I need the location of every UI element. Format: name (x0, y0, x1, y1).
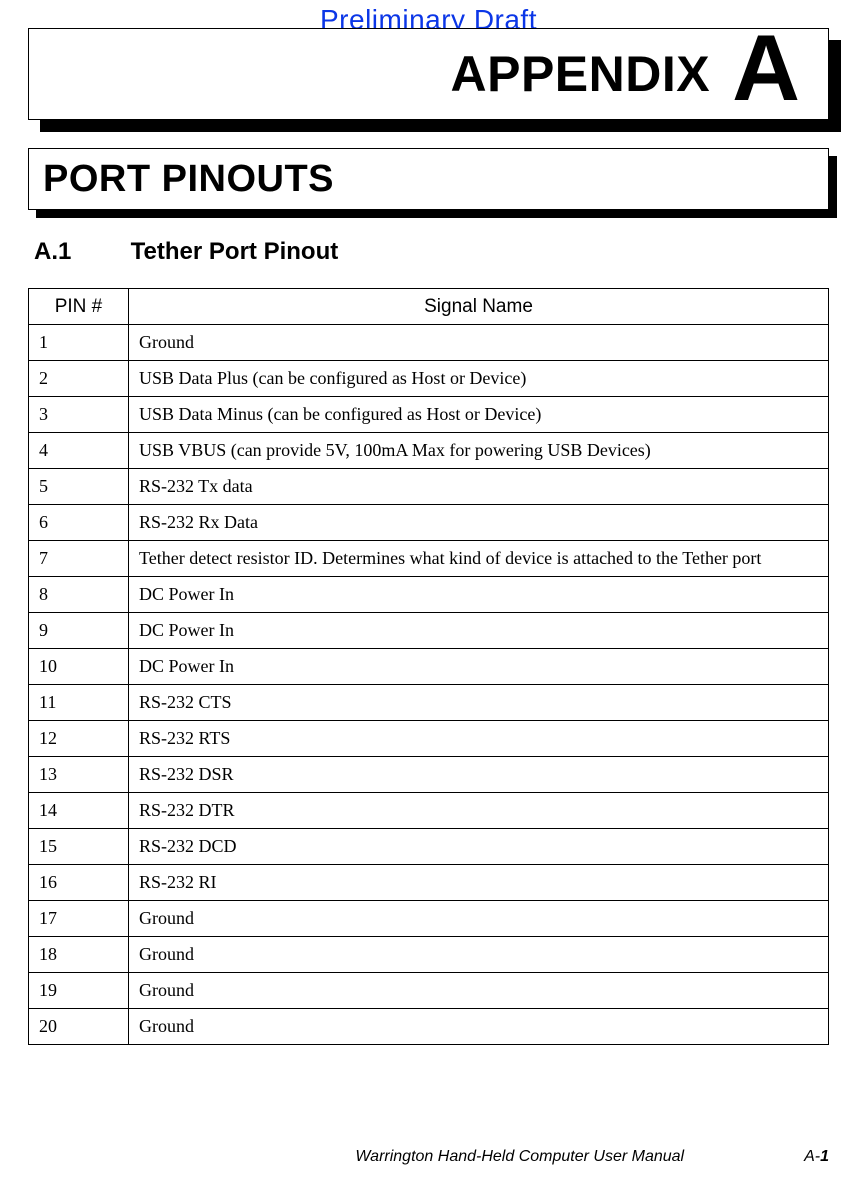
table-cell-pin: 6 (29, 505, 129, 541)
footer-page-prefix: A- (804, 1148, 820, 1165)
table-cell-signal: RS-232 Rx Data (129, 505, 829, 541)
table-cell-signal: RS-232 RTS (129, 721, 829, 757)
table-cell-signal: RS-232 DTR (129, 793, 829, 829)
table-cell-signal: RS-232 CTS (129, 685, 829, 721)
table-row: 3USB Data Minus (can be configured as Ho… (29, 397, 829, 433)
table-row: 16RS-232 RI (29, 865, 829, 901)
table-cell-signal: RS-232 Tx data (129, 469, 829, 505)
table-cell-signal: RS-232 DSR (129, 757, 829, 793)
table-cell-pin: 3 (29, 397, 129, 433)
table-row: 12RS-232 RTS (29, 721, 829, 757)
footer-manual-title: Warrington Hand-Held Computer User Manua… (355, 1148, 684, 1166)
appendix-letter: A (732, 30, 800, 105)
table-cell-signal: USB Data Plus (can be configured as Host… (129, 361, 829, 397)
table-cell-pin: 18 (29, 937, 129, 973)
table-cell-signal: Ground (129, 1009, 829, 1045)
table-cell-signal: USB VBUS (can provide 5V, 100mA Max for … (129, 433, 829, 469)
table-cell-pin: 2 (29, 361, 129, 397)
table-row: 18Ground (29, 937, 829, 973)
table-cell-pin: 20 (29, 1009, 129, 1045)
table-cell-pin: 12 (29, 721, 129, 757)
table-row: 19Ground (29, 973, 829, 1009)
table-cell-pin: 19 (29, 973, 129, 1009)
footer-page-number: A-1 (804, 1148, 829, 1166)
table-row: 4USB VBUS (can provide 5V, 100mA Max for… (29, 433, 829, 469)
pinout-table: PIN # Signal Name 1Ground2USB Data Plus … (28, 288, 829, 1045)
table-row: 2USB Data Plus (can be configured as Hos… (29, 361, 829, 397)
appendix-front: APPENDIX A (28, 28, 829, 120)
table-row: 17Ground (29, 901, 829, 937)
table-cell-pin: 4 (29, 433, 129, 469)
table-header-row: PIN # Signal Name (29, 289, 829, 325)
table-row: 5RS-232 Tx data (29, 469, 829, 505)
table-header-signal: Signal Name (129, 289, 829, 325)
footer-page-num: 1 (820, 1148, 829, 1165)
appendix-header-box: APPENDIX A (28, 28, 829, 120)
section-header-box: PORT PINOUTS (28, 148, 829, 210)
table-cell-signal: DC Power In (129, 577, 829, 613)
table-cell-signal: Ground (129, 973, 829, 1009)
table-cell-signal: Ground (129, 901, 829, 937)
section-front: PORT PINOUTS (28, 148, 829, 210)
table-cell-signal: RS-232 DCD (129, 829, 829, 865)
table-cell-pin: 17 (29, 901, 129, 937)
table-cell-pin: 9 (29, 613, 129, 649)
table-cell-pin: 16 (29, 865, 129, 901)
table-cell-pin: 1 (29, 325, 129, 361)
table-row: 10DC Power In (29, 649, 829, 685)
table-row: 8DC Power In (29, 577, 829, 613)
table-cell-pin: 10 (29, 649, 129, 685)
table-cell-signal: DC Power In (129, 613, 829, 649)
table-row: 9DC Power In (29, 613, 829, 649)
table-cell-pin: 5 (29, 469, 129, 505)
table-row: 6RS-232 Rx Data (29, 505, 829, 541)
subsection-number: A.1 (34, 238, 124, 266)
table-row: 11RS-232 CTS (29, 685, 829, 721)
table-cell-signal: DC Power In (129, 649, 829, 685)
table-row: 15RS-232 DCD (29, 829, 829, 865)
page-footer: Warrington Hand-Held Computer User Manua… (28, 1148, 829, 1166)
table-cell-signal: Ground (129, 937, 829, 973)
table-cell-pin: 8 (29, 577, 129, 613)
table-header-pin: PIN # (29, 289, 129, 325)
subsection-heading: A.1 Tether Port Pinout (34, 238, 829, 266)
table-cell-pin: 14 (29, 793, 129, 829)
table-row: 1Ground (29, 325, 829, 361)
table-cell-pin: 11 (29, 685, 129, 721)
table-cell-pin: 7 (29, 541, 129, 577)
table-cell-signal: Tether detect resistor ID. Determines wh… (129, 541, 829, 577)
table-cell-signal: RS-232 RI (129, 865, 829, 901)
table-row: 20Ground (29, 1009, 829, 1045)
table-cell-pin: 15 (29, 829, 129, 865)
subsection-title: Tether Port Pinout (131, 238, 339, 265)
appendix-label: APPENDIX (450, 45, 710, 103)
table-cell-signal: USB Data Minus (can be configured as Hos… (129, 397, 829, 433)
table-cell-signal: Ground (129, 325, 829, 361)
table-row: 13RS-232 DSR (29, 757, 829, 793)
table-cell-pin: 13 (29, 757, 129, 793)
section-title: PORT PINOUTS (43, 158, 334, 201)
table-row: 7Tether detect resistor ID. Determines w… (29, 541, 829, 577)
table-row: 14RS-232 DTR (29, 793, 829, 829)
